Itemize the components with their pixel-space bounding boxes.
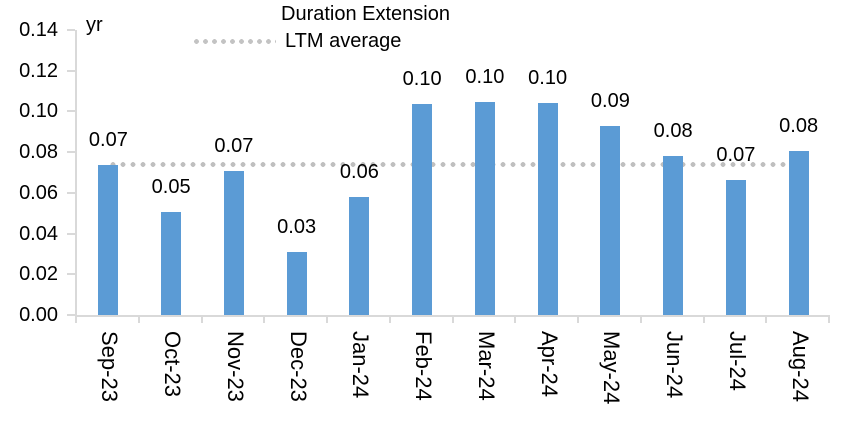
y-axis-tick (67, 151, 75, 154)
x-axis-tick (702, 315, 705, 323)
bar-jun-24 (663, 156, 684, 315)
data-label: 0.07 (214, 135, 254, 158)
plot-area: 0.07 Sep-23 0.05 Oct-23 0.07 Nov-23 0.03 Dec-23… (67, 29, 830, 404)
legend-item-ltm-average: LTM average (192, 29, 450, 53)
y-axis-tick (67, 110, 75, 113)
x-axis-label: Apr-24 (536, 331, 562, 398)
data-label: 0.03 (277, 215, 317, 238)
data-label: 0.10 (528, 67, 568, 90)
y-axis-tick (67, 69, 75, 72)
legend-label-ltm-average: LTM average (285, 29, 402, 52)
y-axis-tick (67, 314, 75, 316)
x-axis-label: Aug-24 (787, 331, 813, 402)
y-axis-tick (67, 273, 75, 276)
data-label: 0.10 (465, 66, 505, 89)
x-axis-tick (577, 315, 579, 323)
bar-sep-23 (98, 164, 119, 315)
x-axis-tick (514, 315, 517, 323)
legend-label-duration-extension: Duration Extension (281, 2, 450, 25)
x-axis-label: Dec-23 (285, 331, 311, 402)
bar-apr-24 (537, 103, 558, 315)
bar-nov-23 (223, 171, 244, 315)
data-label: 0.06 (339, 160, 379, 183)
bar-swatch-icon (192, 7, 272, 21)
ltm-average-line (108, 161, 799, 167)
x-axis-tick (200, 315, 203, 323)
bar-may-24 (600, 126, 621, 315)
x-axis-label: Oct-23 (160, 331, 186, 398)
x-axis-label: Jan-24 (348, 331, 374, 399)
x-axis-tick (828, 315, 830, 323)
x-axis-tick (451, 315, 454, 323)
y-axis-tick (67, 29, 75, 31)
y-axis-tick-label: 0.04 (19, 222, 58, 245)
y-axis-tick (67, 232, 75, 235)
x-axis-tick (639, 315, 642, 323)
x-axis-tick (326, 315, 328, 323)
x-axis-tick (137, 315, 140, 323)
x-axis-tick (75, 315, 77, 323)
y-axis-tick-label: 0.00 (19, 304, 58, 326)
y-axis-tick-label: 0.10 (19, 100, 58, 123)
x-axis-tick (388, 315, 391, 323)
data-label: 0.05 (151, 175, 191, 198)
x-axis-label: Nov-23 (222, 331, 248, 402)
y-axis-tick-label: 0.06 (19, 181, 58, 204)
x-axis-label: Mar-24 (473, 331, 499, 401)
x-axis-label: Feb-24 (411, 331, 437, 401)
y-axis-tick-label: 0.12 (19, 59, 58, 82)
bar-mar-24 (474, 102, 495, 315)
legend: Duration Extension LTM average (192, 2, 450, 53)
dotted-line-swatch-icon (192, 38, 276, 44)
data-label: 0.08 (779, 114, 819, 137)
x-axis-tick (263, 315, 266, 323)
y-axis-unit-label: yr (86, 14, 103, 36)
data-label: 0.07 (88, 128, 128, 151)
y-axis-tick-label: 0.14 (19, 19, 58, 41)
bar-dec-23 (286, 251, 307, 315)
data-label: 0.09 (590, 90, 630, 113)
bar-feb-24 (412, 104, 433, 315)
bar-aug-24 (788, 150, 809, 315)
bar-jan-24 (349, 196, 370, 315)
x-axis-label: May-24 (599, 331, 625, 405)
data-label: 0.07 (716, 144, 756, 167)
data-label: 0.08 (653, 120, 693, 142)
legend-item-duration-extension: Duration Extension (192, 2, 450, 26)
x-axis-tick (765, 315, 768, 323)
bar-oct-23 (161, 211, 182, 315)
bar-jul-24 (725, 180, 746, 315)
y-axis-tick-label: 0.08 (19, 141, 58, 164)
x-axis-label: Jun-24 (662, 331, 688, 399)
data-label: 0.10 (402, 68, 442, 91)
y-axis-tick (67, 191, 75, 194)
x-axis-label: Jul-24 (724, 331, 750, 391)
x-axis-label: Sep-23 (97, 331, 123, 402)
y-axis-tick-label: 0.02 (19, 263, 58, 286)
